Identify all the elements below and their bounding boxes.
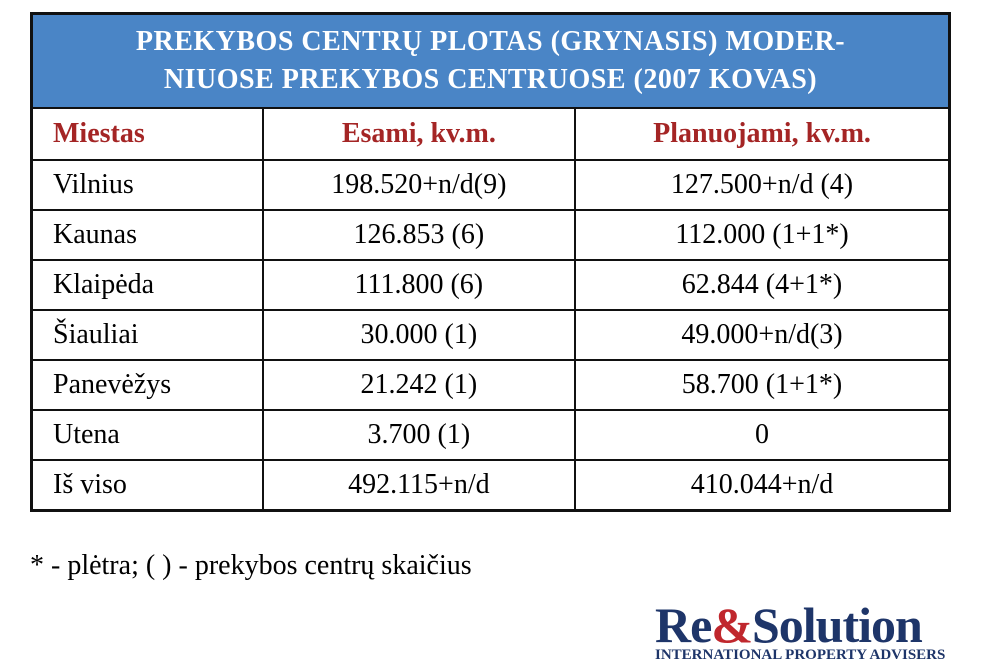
header-row: Miestas Esami, kv.m. Planuojami, kv.m.: [30, 107, 951, 161]
table-cell: Kaunas: [30, 209, 264, 261]
table-cell: Klaipėda: [30, 259, 264, 311]
table-row: Panevėžys 21.242 (1) 58.700 (1+1*): [30, 359, 951, 411]
table-cell: 198.520+n/d(9): [261, 159, 577, 211]
table-cell: 49.000+n/d(3): [574, 309, 951, 361]
table-cell: 111.800 (6): [261, 259, 577, 311]
column-header: Miestas: [30, 107, 264, 161]
table-cell: 3.700 (1): [261, 409, 577, 461]
column-header: Planuojami, kv.m.: [574, 107, 951, 161]
table-cell: 492.115+n/d: [261, 459, 577, 512]
table-cell: Šiauliai: [30, 309, 264, 361]
table-cell: 0: [574, 409, 951, 461]
logo-ampersand: &: [711, 597, 753, 653]
footnote: * - plėtra; ( ) - prekybos centrų skaiči…: [30, 550, 472, 581]
table-title: PREKYBOS CENTRŲ PLOTAS (GRYNASIS) MODER-…: [30, 12, 951, 109]
table-cell: 127.500+n/d (4): [574, 159, 951, 211]
table-cell: 410.044+n/d: [574, 459, 951, 512]
table-row: Klaipėda 111.800 (6) 62.844 (4+1*): [30, 259, 951, 311]
table-cell: 58.700 (1+1*): [574, 359, 951, 411]
logo: Re&Solution: [655, 596, 923, 654]
table-cell: 126.853 (6): [261, 209, 577, 261]
table-row: Iš viso 492.115+n/d 410.044+n/d: [30, 459, 951, 512]
table-row: Kaunas 126.853 (6) 112.000 (1+1*): [30, 209, 951, 261]
table-row: Šiauliai 30.000 (1) 49.000+n/d(3): [30, 309, 951, 361]
table-cell: 112.000 (1+1*): [574, 209, 951, 261]
table-cell: 30.000 (1): [261, 309, 577, 361]
table-cell: Utena: [30, 409, 264, 461]
table-cell: Iš viso: [30, 459, 264, 512]
table-cell: Vilnius: [30, 159, 264, 211]
table-row: Utena 3.700 (1) 0: [30, 409, 951, 461]
title-line: NIUOSE PREKYBOS CENTRUOSE (2007 KOVAS): [163, 64, 818, 95]
table-row: Vilnius 198.520+n/d(9) 127.500+n/d (4): [30, 159, 951, 211]
logo-text: Solution: [751, 597, 923, 653]
table-cell: 62.844 (4+1*): [574, 259, 951, 311]
table: PREKYBOS CENTRŲ PLOTAS (GRYNASIS) MODER-…: [30, 12, 951, 512]
column-header: Esami, kv.m.: [261, 107, 577, 161]
logo-text: Re: [655, 597, 712, 653]
logo-tagline: INTERNATIONAL PROPERTY ADVISERS: [655, 647, 946, 663]
title-line: PREKYBOS CENTRŲ PLOTAS (GRYNASIS) MODER-: [135, 26, 846, 57]
table-cell: Panevėžys: [30, 359, 264, 411]
table-cell: 21.242 (1): [261, 359, 577, 411]
